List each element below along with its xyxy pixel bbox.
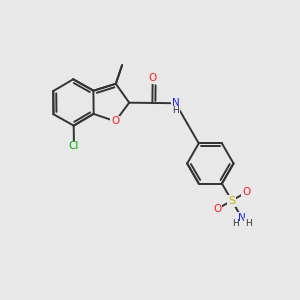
Text: H: H — [232, 218, 238, 227]
Text: H: H — [172, 106, 179, 115]
Text: Cl: Cl — [69, 142, 79, 152]
Text: O: O — [242, 187, 250, 197]
Text: O: O — [148, 73, 157, 83]
Text: O: O — [213, 204, 221, 214]
Text: O: O — [111, 116, 119, 126]
Text: N: N — [238, 213, 245, 223]
Text: H: H — [245, 218, 252, 227]
Text: S: S — [228, 196, 235, 206]
Text: N: N — [172, 98, 179, 108]
